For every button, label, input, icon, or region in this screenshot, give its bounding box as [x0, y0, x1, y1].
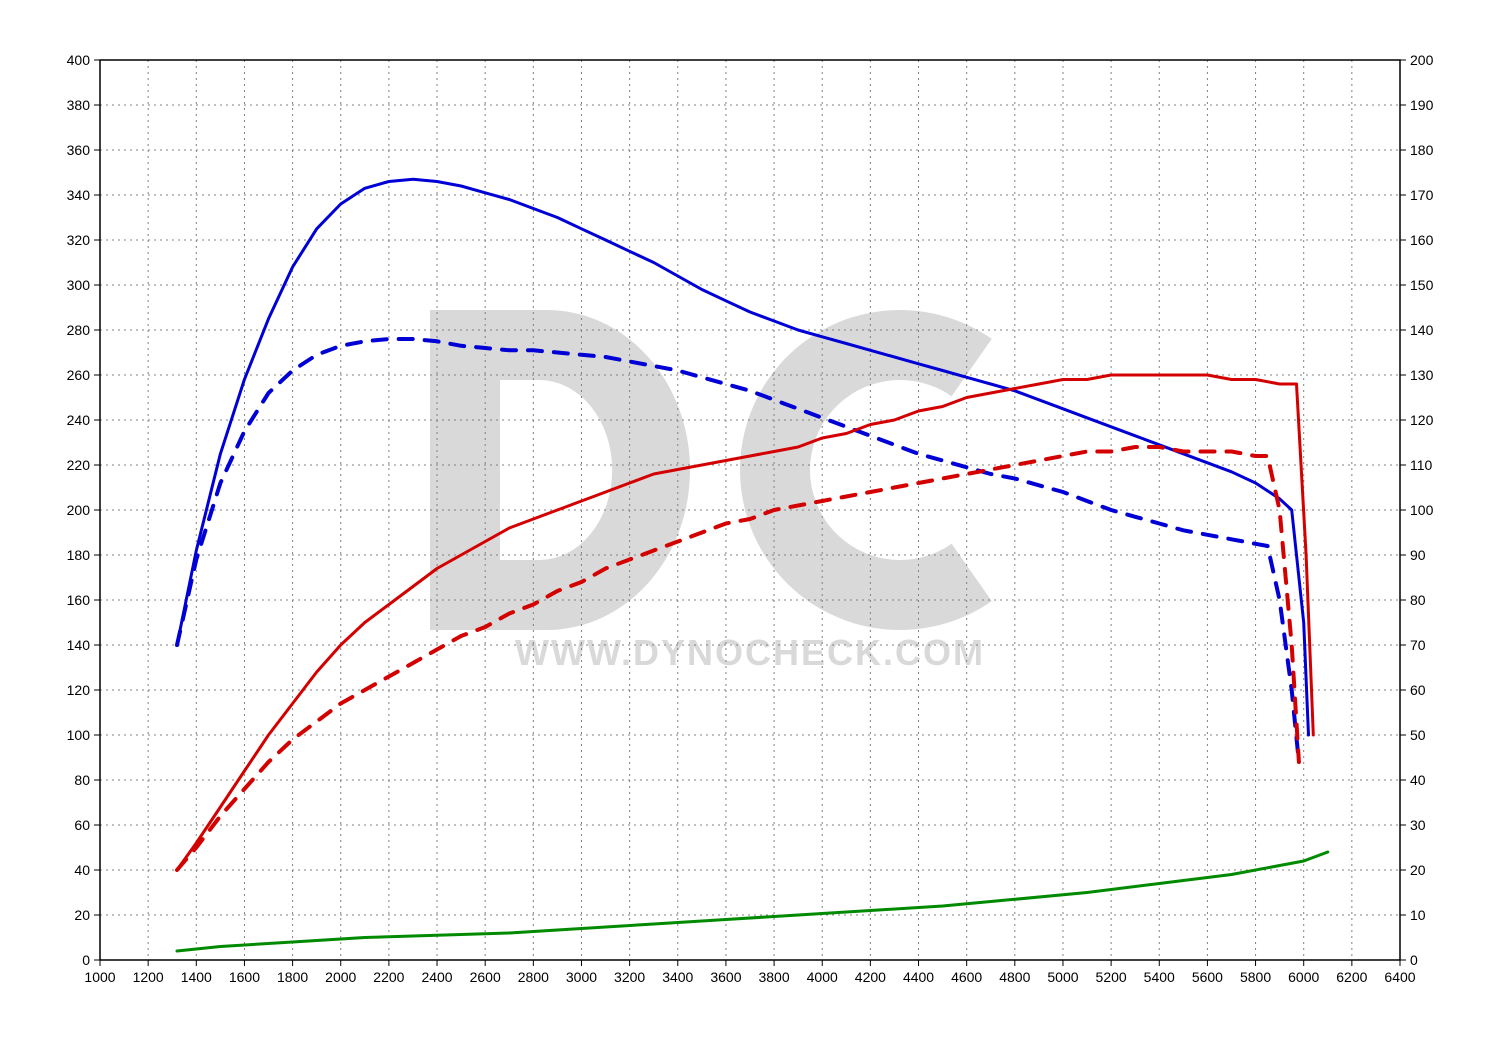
x-tick-label: 1000: [84, 969, 115, 985]
y-right-tick-label: 80: [1410, 592, 1426, 608]
x-tick-label: 1400: [181, 969, 212, 985]
x-tick-label: 5200: [1096, 969, 1127, 985]
y-left-tick-label: 380: [67, 97, 91, 113]
x-tick-label: 3200: [614, 969, 645, 985]
x-tick-label: 3000: [566, 969, 597, 985]
y-left-tick-label: 100: [67, 727, 91, 743]
y-right-tick-label: 20: [1410, 862, 1426, 878]
y-left-tick-label: 160: [67, 592, 91, 608]
x-tick-label: 6000: [1288, 969, 1319, 985]
x-tick-label: 4800: [999, 969, 1030, 985]
y-left-tick-label: 40: [74, 862, 90, 878]
x-tick-label: 6200: [1336, 969, 1367, 985]
y-right-tick-label: 140: [1410, 322, 1434, 338]
y-right-tick-label: 110: [1410, 457, 1433, 473]
y-right-tick-label: 10: [1410, 907, 1426, 923]
x-tick-label: 4600: [951, 969, 982, 985]
y-left-tick-label: 120: [67, 682, 91, 698]
y-right-tick-label: 180: [1410, 142, 1434, 158]
y-left-tick-label: 80: [74, 772, 90, 788]
y-left-tick-label: 400: [67, 52, 91, 68]
y-right-tick-label: 0: [1410, 952, 1418, 968]
x-tick-label: 3600: [710, 969, 741, 985]
y-right-tick-label: 90: [1410, 547, 1426, 563]
y-right-tick-label: 30: [1410, 817, 1426, 833]
y-right-tick-label: 130: [1410, 367, 1434, 383]
y-right-tick-label: 120: [1410, 412, 1434, 428]
y-left-tick-label: 280: [67, 322, 91, 338]
y-left-tick-label: 220: [67, 457, 91, 473]
y-left-tick-label: 260: [67, 367, 91, 383]
x-tick-label: 5600: [1192, 969, 1223, 985]
x-tick-label: 3800: [758, 969, 789, 985]
y-left-tick-label: 360: [67, 142, 91, 158]
x-tick-label: 5000: [1047, 969, 1078, 985]
y-left-tick-label: 140: [67, 637, 91, 653]
y-right-tick-label: 190: [1410, 97, 1434, 113]
y-left-tick-label: 180: [67, 547, 91, 563]
y-right-tick-label: 170: [1410, 187, 1434, 203]
y-left-tick-label: 300: [67, 277, 91, 293]
x-tick-label: 4400: [903, 969, 934, 985]
x-tick-label: 4000: [807, 969, 838, 985]
y-left-tick-label: 240: [67, 412, 91, 428]
x-tick-label: 2200: [373, 969, 404, 985]
x-tick-label: 2000: [325, 969, 356, 985]
y-left-tick-label: 20: [74, 907, 90, 923]
x-tick-label: 1600: [229, 969, 260, 985]
chart-container: Graf výkonu a točivého momentu Otáčky mo…: [0, 0, 1500, 1041]
y-right-tick-label: 60: [1410, 682, 1426, 698]
svg-text:WWW.DYNOCHECK.COM: WWW.DYNOCHECK.COM: [515, 632, 985, 673]
x-tick-label: 6400: [1384, 969, 1415, 985]
y-right-tick-label: 150: [1410, 277, 1434, 293]
x-tick-label: 2600: [470, 969, 501, 985]
y-right-tick-label: 160: [1410, 232, 1434, 248]
y-left-tick-label: 0: [82, 952, 90, 968]
y-left-tick-label: 340: [67, 187, 91, 203]
x-tick-label: 2400: [421, 969, 452, 985]
x-tick-label: 4200: [855, 969, 886, 985]
x-tick-label: 5800: [1240, 969, 1271, 985]
y-right-tick-label: 100: [1410, 502, 1434, 518]
x-tick-label: 5400: [1144, 969, 1175, 985]
y-left-tick-label: 320: [67, 232, 91, 248]
plot-area: WWW.DYNOCHECK.COM10001200140016001800200…: [0, 0, 1500, 1041]
x-tick-label: 1200: [133, 969, 164, 985]
x-tick-label: 1800: [277, 969, 308, 985]
y-right-tick-label: 200: [1410, 52, 1434, 68]
y-right-tick-label: 50: [1410, 727, 1426, 743]
y-right-tick-label: 70: [1410, 637, 1426, 653]
y-left-tick-label: 200: [67, 502, 91, 518]
x-tick-label: 3400: [662, 969, 693, 985]
y-right-tick-label: 40: [1410, 772, 1426, 788]
y-left-tick-label: 60: [74, 817, 90, 833]
x-tick-label: 2800: [518, 969, 549, 985]
